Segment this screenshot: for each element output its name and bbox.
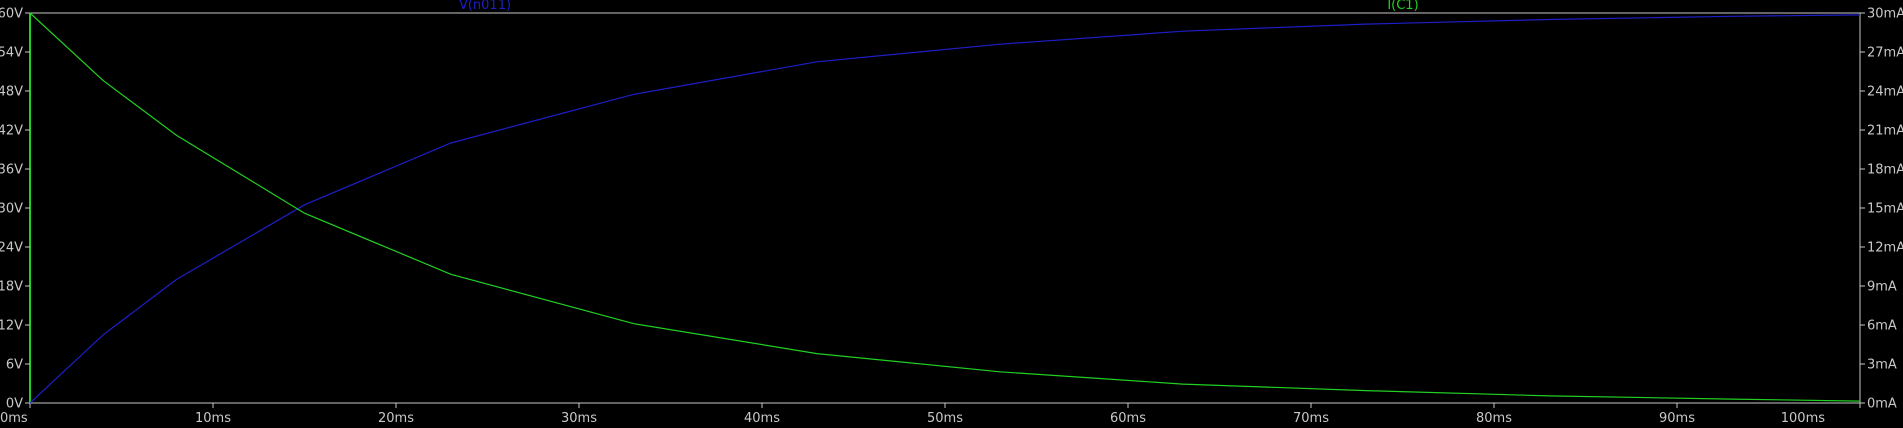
time-tick-label: 80ms — [1476, 411, 1512, 426]
time-tick-label: 0ms — [0, 411, 28, 426]
left-tick-label: 24V — [0, 241, 23, 256]
traces — [29, 12, 1861, 404]
left-tick-label: 0V — [6, 397, 23, 412]
trace-label-vn011[interactable]: V(n011) — [459, 0, 511, 13]
time-tick-label: 70ms — [1293, 411, 1329, 426]
left-tick-label: 36V — [0, 163, 23, 178]
right-tick-label: 6mA — [1867, 319, 1897, 334]
time-tick-label: 20ms — [378, 411, 414, 426]
right-tick-label: 18mA — [1867, 163, 1903, 178]
right-tick-label: 15mA — [1867, 202, 1903, 217]
time-tick-label: 30ms — [561, 411, 597, 426]
right-tick-label: 9mA — [1867, 280, 1897, 295]
right-tick-label: 27mA — [1867, 46, 1903, 61]
left-tick-label: 48V — [0, 85, 23, 100]
plot-frame — [29, 12, 1861, 404]
left-voltage-axis: 0V 6V 12V 18V 24V 30V 36V 42V 48V 54V 60V — [0, 7, 31, 412]
time-tick-label: 60ms — [1110, 411, 1146, 426]
left-tick-label: 18V — [0, 280, 23, 295]
time-tick-label: 10ms — [195, 411, 231, 426]
right-tick-label: 12mA — [1867, 241, 1903, 256]
right-tick-label: 30mA — [1867, 7, 1903, 22]
right-tick-label: 24mA — [1867, 85, 1903, 100]
left-tick-label: 30V — [0, 202, 23, 217]
time-tick-label: 40ms — [744, 411, 780, 426]
left-tick-label: 54V — [0, 46, 23, 61]
left-tick-label: 60V — [0, 7, 23, 22]
trace-labels[interactable]: V(n011) I(C1) — [459, 0, 1419, 13]
right-tick-label: 0mA — [1867, 397, 1897, 412]
trace-vn011 — [29, 14, 1861, 404]
right-current-axis: 0mA 3mA 6mA 9mA 12mA 15mA 18mA 21mA 24mA 27mA 30mA — [1860, 7, 1903, 412]
right-tick-label: 3mA — [1867, 358, 1897, 373]
left-tick-label: 42V — [0, 124, 23, 139]
left-tick-label: 12V — [0, 319, 23, 334]
time-tick-label: 100ms — [1781, 411, 1825, 426]
left-tick-label: 6V — [6, 358, 23, 373]
trace-label-ic1[interactable]: I(C1) — [1387, 0, 1418, 13]
time-axis: 0ms 10ms 20ms 30ms 40ms 50ms 60ms 70ms 80ms 90ms 1… — [0, 403, 1861, 426]
right-tick-label: 21mA — [1867, 124, 1903, 139]
time-tick-label: 50ms — [927, 411, 963, 426]
trace-ic1 — [29, 12, 1861, 402]
time-tick-label: 90ms — [1659, 411, 1695, 426]
